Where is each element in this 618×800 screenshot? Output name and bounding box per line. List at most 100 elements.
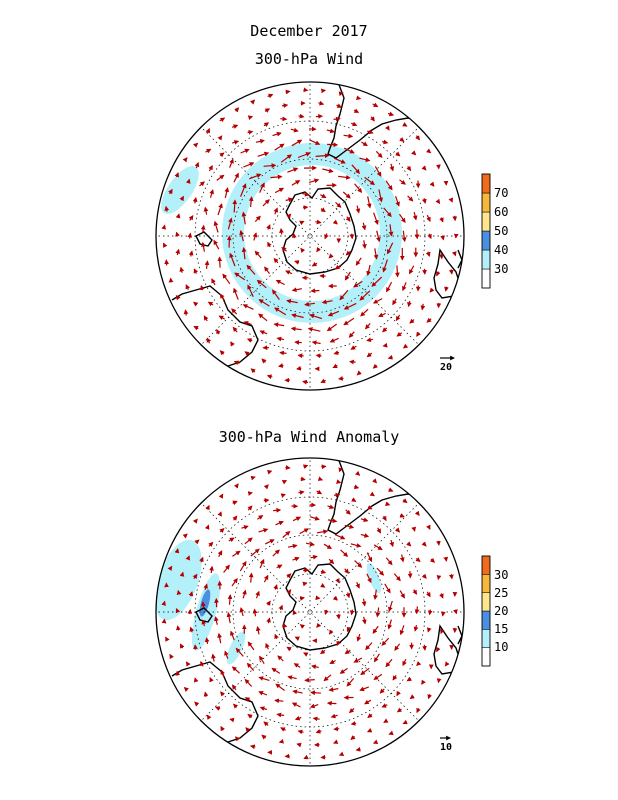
wind-vector bbox=[327, 310, 340, 317]
wind-vector bbox=[219, 350, 225, 356]
wind-vector bbox=[208, 164, 213, 172]
wind-vector bbox=[353, 484, 360, 490]
wind-vector bbox=[233, 287, 239, 300]
wind-vector bbox=[414, 510, 420, 516]
wind-vector bbox=[451, 251, 457, 257]
wind-vector bbox=[261, 734, 267, 740]
wind-vector bbox=[213, 220, 219, 233]
wind-vector bbox=[179, 643, 185, 649]
wind-vector bbox=[366, 196, 372, 209]
wind-vector bbox=[247, 491, 253, 496]
wind-vector bbox=[413, 625, 419, 632]
wind-vector bbox=[399, 625, 405, 636]
wind-vector bbox=[222, 273, 231, 285]
wind-vector bbox=[333, 157, 346, 164]
wind-vector bbox=[420, 303, 426, 311]
wind-vector bbox=[229, 717, 235, 723]
wind-vector bbox=[305, 541, 315, 547]
wind-vector bbox=[328, 558, 335, 565]
wind-vector bbox=[164, 205, 170, 212]
wind-vector bbox=[273, 322, 285, 328]
wind-vector bbox=[344, 271, 351, 281]
panel-2-colorbar-tick: 10 bbox=[494, 640, 508, 654]
wind-vector bbox=[240, 183, 247, 197]
wind-vector bbox=[246, 264, 256, 275]
wind-vector bbox=[232, 326, 238, 333]
wind-vector bbox=[188, 591, 194, 597]
wind-vector bbox=[245, 727, 251, 733]
wind-vector bbox=[246, 662, 255, 671]
wind-vector bbox=[265, 642, 270, 650]
wind-vector bbox=[336, 479, 342, 484]
wind-vector bbox=[335, 578, 340, 584]
wind-vector bbox=[364, 323, 371, 330]
wind-vector bbox=[294, 260, 300, 265]
wind-vector bbox=[307, 327, 321, 332]
wind-vector bbox=[161, 224, 166, 230]
wind-vector bbox=[247, 284, 254, 298]
panel-1-colorbar-tick: 40 bbox=[494, 243, 508, 257]
wind-vector bbox=[266, 224, 271, 230]
wind-vector bbox=[250, 475, 256, 481]
wind-vector bbox=[372, 625, 379, 634]
wind-vector bbox=[372, 478, 378, 484]
colorbar-bin bbox=[481, 610, 491, 630]
wind-vector bbox=[241, 211, 247, 225]
wind-vector bbox=[211, 653, 216, 662]
wind-vector bbox=[422, 644, 427, 651]
wind-vector bbox=[286, 573, 292, 579]
wind-vector bbox=[299, 528, 310, 535]
panel-2-colorbar-tick: 15 bbox=[494, 622, 508, 636]
wind-vector bbox=[436, 574, 442, 581]
wind-vector bbox=[421, 541, 427, 547]
wind-vector bbox=[257, 151, 270, 157]
wind-vector bbox=[242, 589, 247, 599]
wind-vector bbox=[329, 337, 339, 343]
wind-vector bbox=[383, 207, 392, 218]
wind-vector bbox=[353, 108, 360, 113]
wind-vector bbox=[204, 637, 210, 644]
wind-vector bbox=[273, 207, 279, 215]
wind-vector bbox=[285, 465, 291, 470]
wind-vector bbox=[360, 308, 369, 317]
wind-vector bbox=[217, 550, 223, 557]
wind-vector bbox=[287, 675, 297, 680]
wind-vector bbox=[324, 233, 329, 240]
wind-vector bbox=[354, 560, 363, 568]
wind-vector bbox=[385, 658, 393, 668]
wind-vector bbox=[324, 609, 329, 616]
colorbar-bin bbox=[481, 629, 491, 648]
wind-vector bbox=[272, 549, 280, 557]
wind-vector bbox=[333, 739, 339, 744]
wind-vector bbox=[194, 161, 200, 169]
wind-vector bbox=[373, 544, 383, 551]
wind-vector bbox=[299, 220, 305, 226]
wind-vector bbox=[426, 591, 431, 598]
wind-vector bbox=[387, 111, 395, 117]
wind-vector bbox=[279, 350, 287, 356]
wind-vector bbox=[275, 683, 285, 691]
wind-vector bbox=[388, 224, 394, 237]
wind-vector bbox=[241, 525, 249, 530]
wind-vector bbox=[311, 340, 321, 346]
wind-vector bbox=[200, 284, 205, 291]
wind-vector bbox=[304, 677, 315, 683]
wind-vector bbox=[165, 636, 170, 642]
wind-vector bbox=[239, 560, 247, 572]
wind-vector bbox=[315, 728, 322, 734]
wind-vector bbox=[259, 330, 268, 335]
wind-vector bbox=[258, 528, 269, 533]
wind-vector bbox=[402, 498, 408, 504]
wind-vector bbox=[426, 148, 432, 154]
wind-vector bbox=[247, 129, 254, 135]
colorbar-bin bbox=[481, 249, 491, 270]
wind-vector bbox=[373, 673, 383, 680]
wind-vector bbox=[360, 517, 369, 522]
wind-vector bbox=[175, 608, 181, 614]
wind-vector bbox=[406, 676, 412, 682]
wind-vector bbox=[256, 279, 267, 289]
wind-vector bbox=[278, 604, 283, 611]
wind-vector bbox=[367, 713, 373, 718]
wind-vector bbox=[252, 608, 258, 617]
